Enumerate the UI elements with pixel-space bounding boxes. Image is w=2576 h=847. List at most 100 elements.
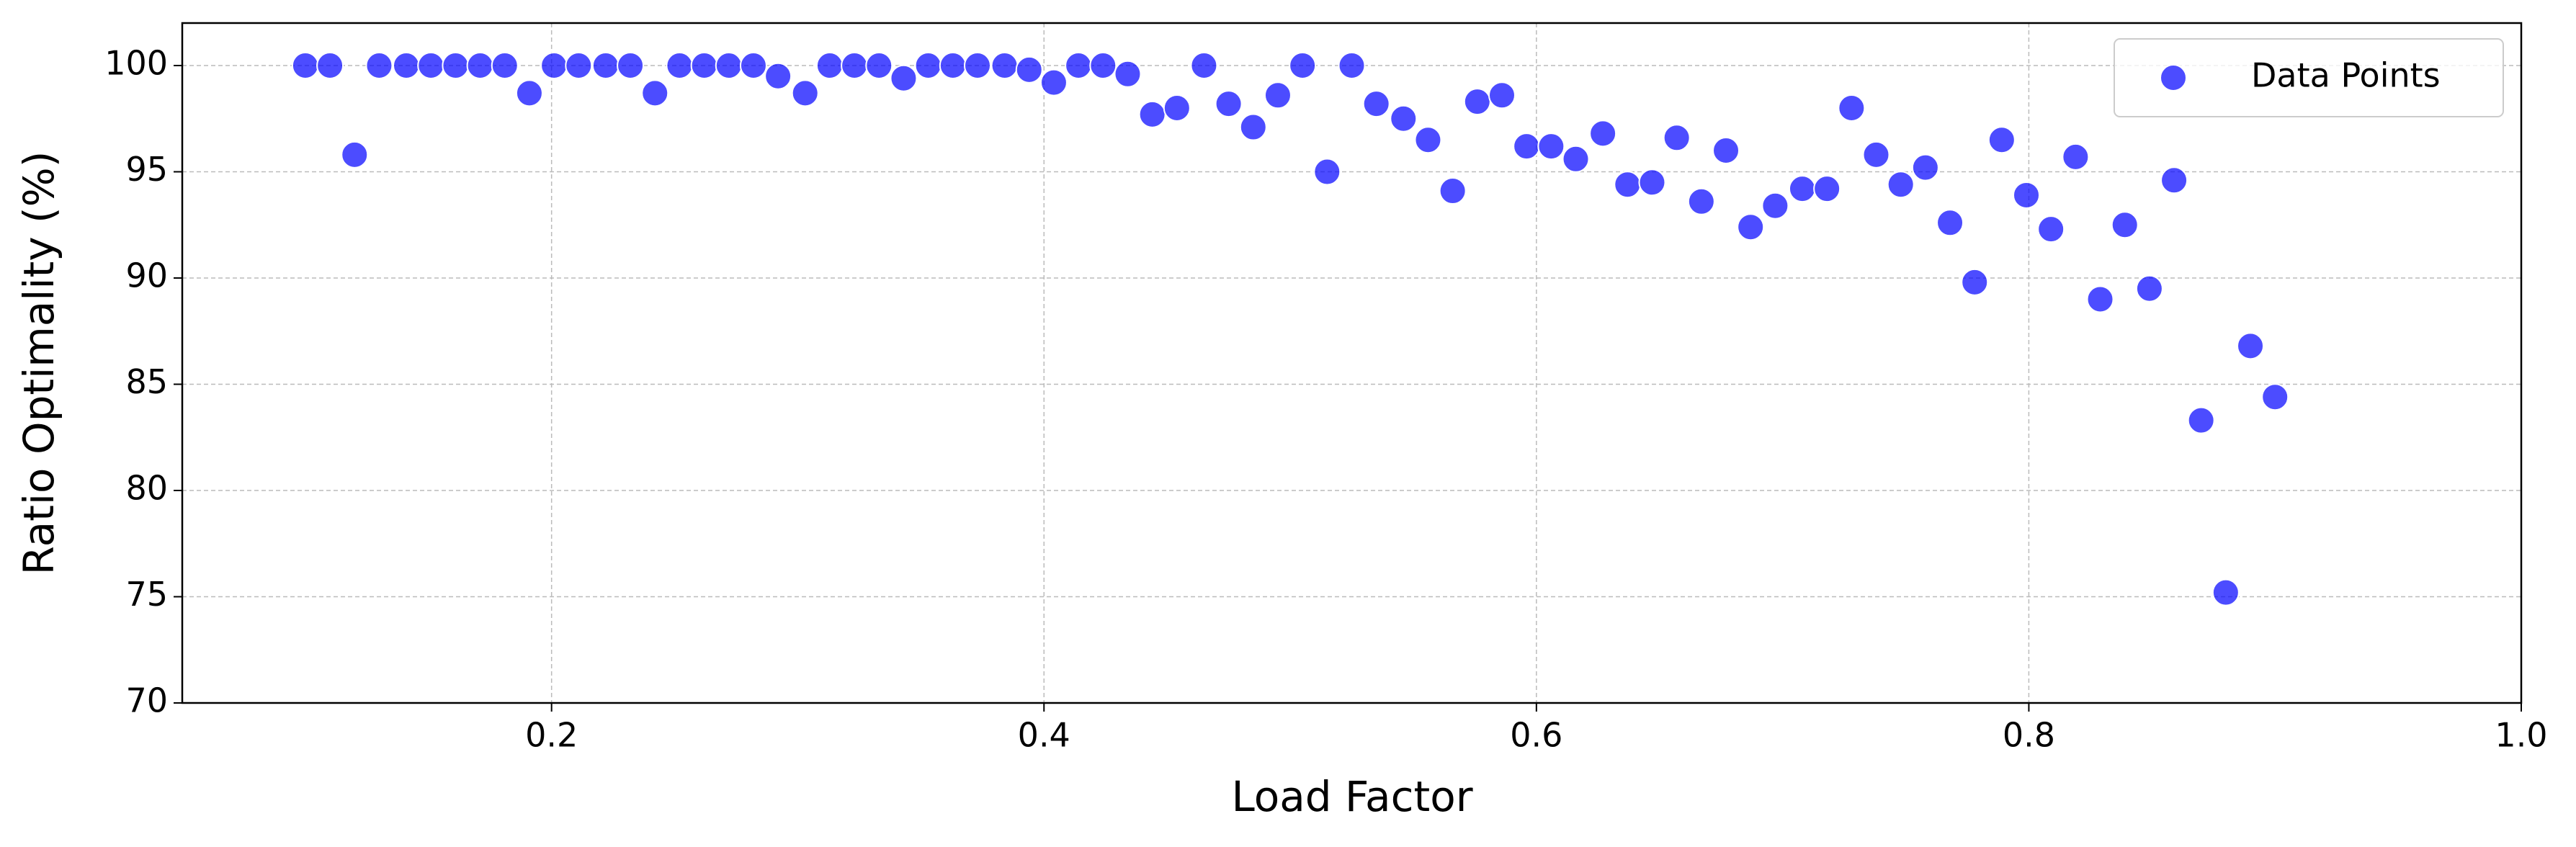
point	[1488, 81, 1516, 109]
point	[491, 52, 519, 79]
point	[1813, 175, 1841, 203]
point	[1788, 175, 1816, 203]
point	[2160, 166, 2188, 194]
point	[1862, 140, 1890, 169]
point	[341, 140, 369, 169]
point	[316, 52, 344, 79]
point	[1589, 120, 1617, 148]
point	[690, 52, 718, 79]
point	[1239, 113, 1267, 141]
point	[1537, 133, 1565, 161]
point	[1712, 137, 1740, 164]
point	[1362, 90, 1390, 118]
x-axis-label: Load Factor	[1231, 772, 1472, 821]
point	[515, 79, 543, 107]
x-tick-label: 1.0	[2495, 716, 2547, 755]
point	[2037, 215, 2065, 243]
point	[2211, 578, 2240, 606]
point	[1390, 104, 1418, 133]
point	[1638, 169, 1666, 197]
point	[715, 52, 743, 79]
point	[417, 52, 445, 79]
point	[1015, 55, 1043, 84]
point	[2261, 383, 2289, 411]
point	[1987, 126, 2016, 154]
point	[890, 64, 918, 92]
y-tick-label: 90	[125, 256, 168, 295]
point	[865, 52, 893, 79]
point	[764, 62, 792, 90]
point	[1911, 153, 1939, 182]
point	[1562, 145, 1590, 173]
point	[791, 79, 819, 107]
point	[1163, 94, 1191, 122]
point	[1513, 133, 1541, 161]
point	[2135, 274, 2163, 302]
y-tick-label: 80	[125, 469, 168, 508]
point	[2086, 285, 2114, 313]
point	[1338, 52, 1366, 79]
point	[1114, 60, 1142, 88]
point	[914, 52, 942, 79]
legend-marker	[2160, 64, 2187, 91]
point	[1463, 88, 1491, 116]
point	[1887, 171, 1915, 199]
point	[1289, 52, 1317, 79]
point	[2237, 332, 2265, 360]
point	[1138, 100, 1166, 128]
point	[1313, 158, 1341, 186]
point	[1761, 192, 1789, 220]
point	[591, 52, 620, 79]
point	[1065, 52, 1093, 79]
point	[1737, 213, 1765, 241]
point	[617, 52, 645, 79]
point	[466, 52, 494, 79]
point	[963, 52, 991, 79]
legend-box	[2114, 38, 2504, 117]
point	[1264, 81, 1292, 109]
point	[1687, 187, 1715, 215]
point	[1838, 94, 1866, 122]
point	[641, 79, 669, 107]
point	[1936, 209, 1964, 237]
point	[739, 52, 767, 79]
y-tick-label: 70	[125, 681, 168, 720]
point	[666, 52, 694, 79]
point	[393, 52, 421, 79]
point	[939, 52, 967, 79]
point	[1614, 171, 1642, 199]
point	[2187, 406, 2215, 434]
y-tick-label: 75	[125, 575, 168, 614]
x-tick-label: 0.8	[2003, 716, 2055, 755]
point	[1439, 177, 1467, 205]
y-tick-label: 85	[125, 362, 168, 401]
x-tick-label: 0.4	[1018, 716, 1070, 755]
point	[2013, 181, 2041, 209]
y-tick-label: 100	[104, 44, 168, 83]
point	[1663, 124, 1691, 152]
point	[565, 52, 593, 79]
x-tick-label: 0.6	[1510, 716, 1562, 755]
plot-frame	[181, 22, 2523, 704]
y-tick-label: 95	[125, 150, 168, 189]
point	[1961, 268, 1989, 296]
point	[815, 52, 844, 79]
legend-label: Data Points	[2251, 56, 2441, 95]
point	[1190, 52, 1218, 79]
x-tick-label: 0.2	[525, 716, 578, 755]
point	[1215, 90, 1243, 118]
point	[2111, 211, 2139, 239]
point	[1039, 68, 1068, 97]
point	[990, 52, 1019, 79]
point	[291, 52, 319, 79]
point	[2062, 143, 2090, 171]
point	[540, 52, 568, 79]
point	[1089, 52, 1117, 79]
point	[1414, 126, 1442, 154]
point	[365, 52, 393, 79]
point	[442, 52, 470, 79]
point	[841, 52, 869, 79]
